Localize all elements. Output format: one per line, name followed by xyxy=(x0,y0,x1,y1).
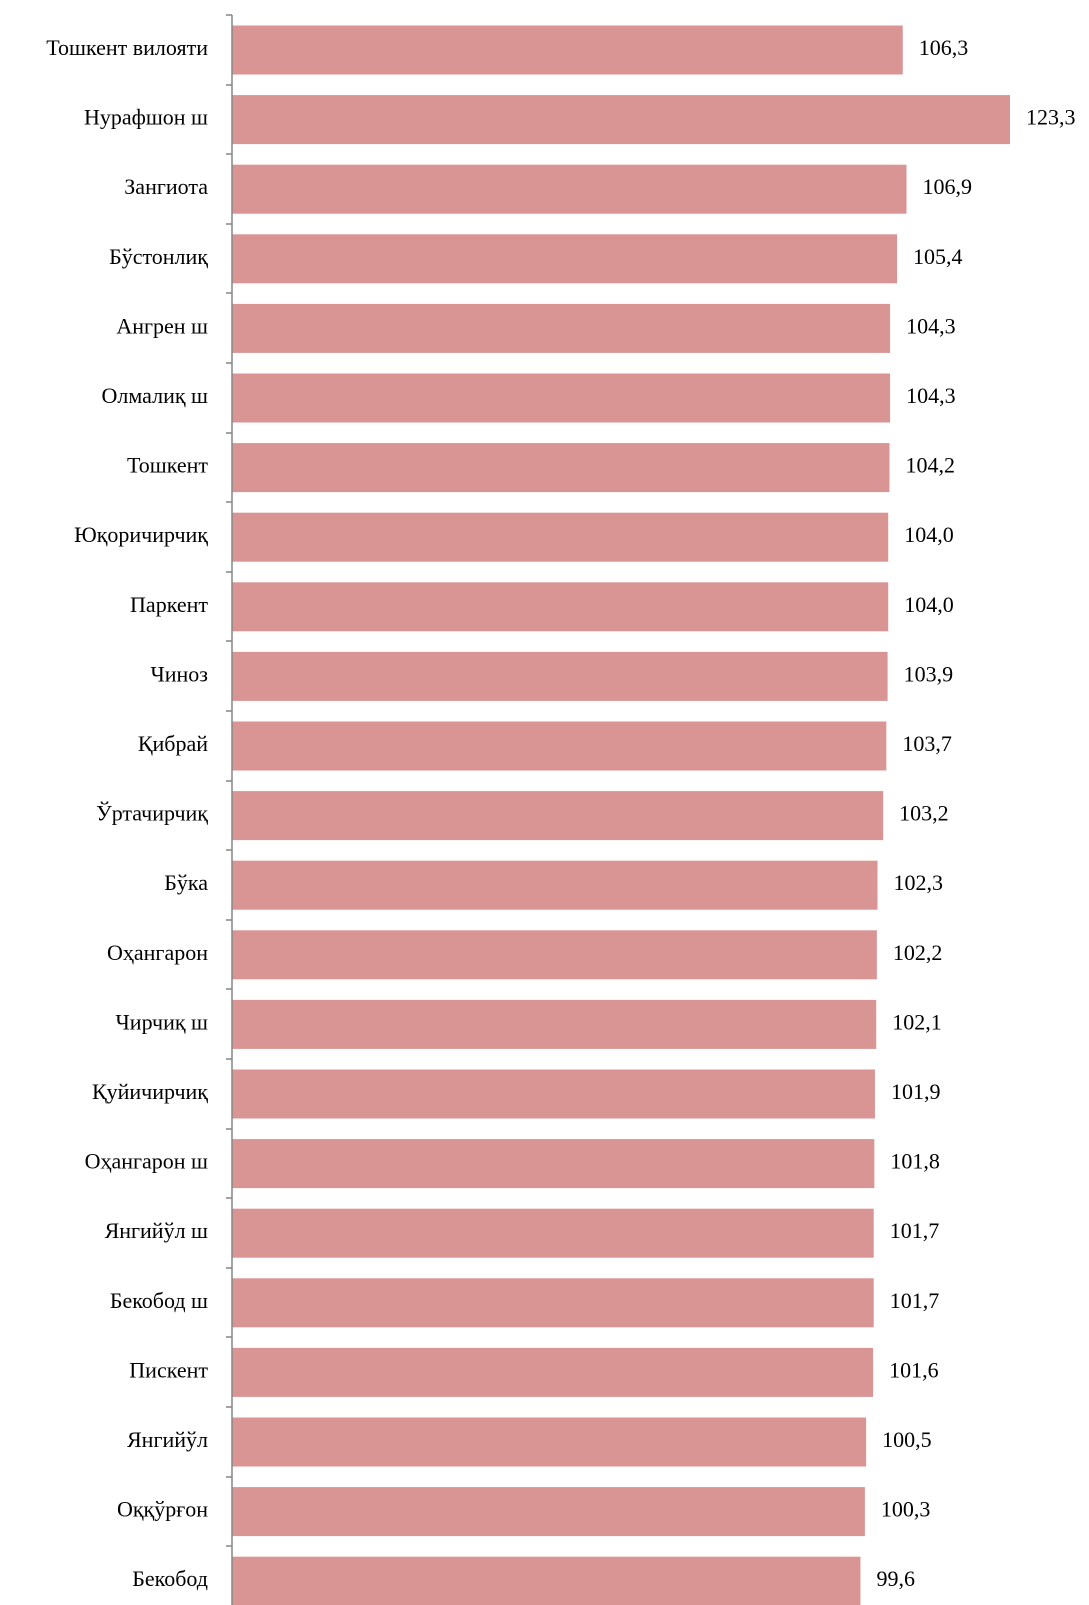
value-label: 101,9 xyxy=(891,1079,941,1104)
value-label: 104,2 xyxy=(905,453,955,478)
category-label: Паркент xyxy=(130,592,208,617)
bar xyxy=(232,164,907,214)
bar xyxy=(232,1208,874,1258)
bar xyxy=(232,234,898,284)
value-label: 100,3 xyxy=(881,1497,931,1522)
bar xyxy=(232,1487,865,1537)
category-label: Янгийўл ш xyxy=(105,1218,208,1243)
value-label: 106,9 xyxy=(923,174,973,199)
category-label: Бўка xyxy=(164,870,208,895)
value-label: 102,2 xyxy=(893,940,943,965)
value-label: 101,7 xyxy=(890,1288,940,1313)
value-label: 104,3 xyxy=(906,383,956,408)
bar xyxy=(232,791,884,841)
category-label: Тошкент xyxy=(127,453,208,478)
bar xyxy=(232,721,887,771)
bar xyxy=(232,860,878,910)
bar xyxy=(232,1278,874,1328)
bar xyxy=(232,582,889,632)
bar xyxy=(232,373,891,423)
value-label: 104,0 xyxy=(904,522,954,547)
bar xyxy=(232,303,891,353)
category-label: Нурафшон ш xyxy=(84,105,208,130)
category-label: Ўртачирчиқ xyxy=(96,801,208,826)
category-label: Қибрай xyxy=(138,731,208,756)
bar xyxy=(232,1417,867,1467)
category-label: Бекобод xyxy=(132,1566,208,1591)
category-label: Чирчиқ ш xyxy=(116,1009,209,1034)
bar xyxy=(232,512,889,562)
value-label: 103,2 xyxy=(899,801,949,826)
category-label: Олмалиқ ш xyxy=(102,383,209,408)
category-label: Оҳангарон ш xyxy=(85,1149,208,1174)
bars-layer xyxy=(232,25,1010,1605)
value-label: 105,4 xyxy=(913,244,963,269)
bar xyxy=(232,1556,861,1605)
value-label: 104,0 xyxy=(904,592,954,617)
value-label: 102,1 xyxy=(892,1009,942,1034)
category-label: Ангрен ш xyxy=(116,313,208,338)
bar xyxy=(232,1069,875,1119)
value-label: 103,7 xyxy=(902,731,952,756)
category-label: Оққўрғон xyxy=(117,1497,208,1522)
bar xyxy=(232,443,890,493)
value-label: 103,9 xyxy=(904,661,954,686)
bar xyxy=(232,930,877,980)
value-label: 101,7 xyxy=(890,1218,940,1243)
value-label: 123,3 xyxy=(1026,105,1076,130)
category-label: Бекобод ш xyxy=(110,1288,208,1313)
bar xyxy=(232,651,888,701)
category-label: Тошкент вилояти xyxy=(46,35,208,60)
bar xyxy=(232,1347,874,1397)
labels-layer: Тошкент вилояти 106,3 Нурафшон ш 123,3 Занги… xyxy=(46,35,1075,1591)
category-label: Зангиота xyxy=(124,174,208,199)
category-label: Чиноз xyxy=(150,661,208,686)
category-label: Пискент xyxy=(129,1357,208,1382)
bar xyxy=(232,95,1010,145)
category-label: Қуйичирчиқ xyxy=(92,1079,208,1104)
category-label: Оҳангарон xyxy=(107,940,208,965)
value-label: 101,8 xyxy=(890,1149,940,1174)
value-label: 99,6 xyxy=(876,1566,915,1591)
category-axis xyxy=(226,14,233,1605)
category-label: Бўстонлиқ xyxy=(109,244,208,269)
value-label: 101,6 xyxy=(889,1357,939,1382)
value-label: 104,3 xyxy=(906,313,956,338)
category-label: Юқоричирчиқ xyxy=(74,522,208,547)
bar xyxy=(232,999,877,1049)
value-label: 106,3 xyxy=(919,35,969,60)
bar xyxy=(232,25,903,75)
category-label: Янгийўл xyxy=(127,1427,208,1452)
value-label: 100,5 xyxy=(882,1427,932,1452)
value-label: 102,3 xyxy=(893,870,943,895)
bar xyxy=(232,1139,875,1189)
